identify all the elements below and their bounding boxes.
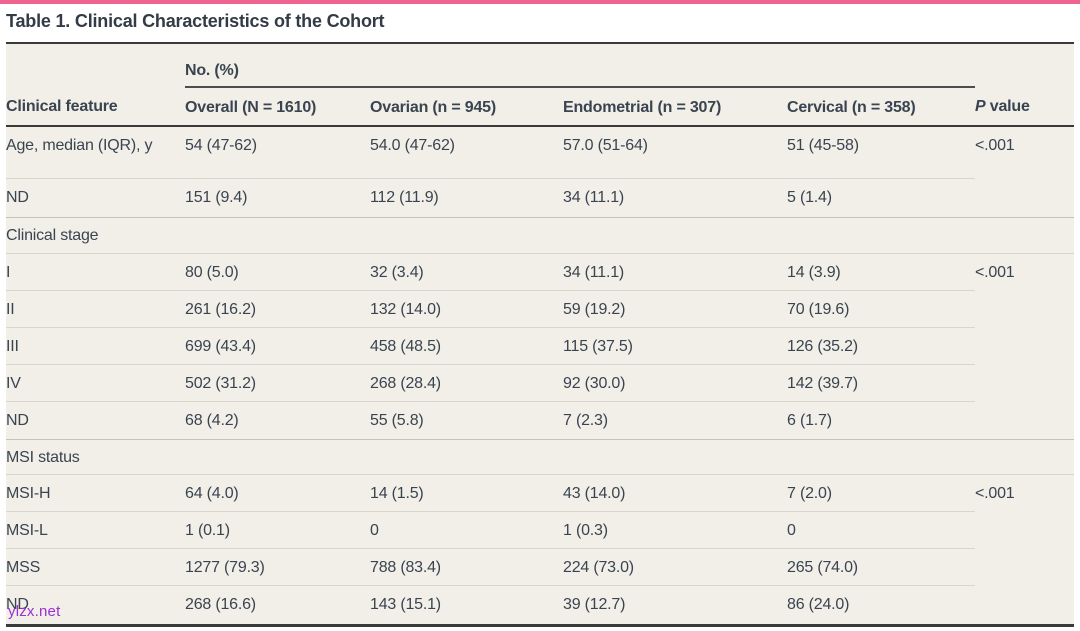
- stage-iii-overall: 699 (43.4): [185, 326, 370, 365]
- msi-nd-overall: 268 (16.6): [185, 585, 370, 626]
- group-header-row: No. (%): [6, 43, 1074, 89]
- age-nd-endometrial: 34 (11.1): [563, 178, 787, 218]
- accent-top-bar: [0, 0, 1080, 4]
- section-header-clinical-stage: Clinical stage: [6, 217, 1075, 254]
- msi-l-ovarian: 0: [370, 510, 563, 549]
- col-header-endometrial: Endometrial (n = 307): [563, 87, 787, 128]
- stage-iii-endometrial: 115 (37.5): [563, 326, 787, 365]
- row-label-stage-i: I: [6, 252, 185, 291]
- table-row-stage-i: I 80 (5.0) 32 (3.4) 34 (11.1) 14 (3.9) <…: [6, 252, 1075, 439]
- table-row-stage-ii: II 261 (16.2) 132 (14.0) 59 (19.2) 70 (1…: [6, 289, 1074, 328]
- msi-l-cervical: 0: [787, 510, 976, 549]
- table-row-age-nd: ND 151 (9.4) 112 (11.9) 34 (11.1) 5 (1.4…: [6, 178, 1074, 218]
- age-nd-ovarian: 112 (11.9): [370, 178, 563, 218]
- stage-i-cervical: 14 (3.9): [787, 252, 976, 291]
- row-label-age-nd: ND: [6, 178, 185, 218]
- p-value-italic-p: P: [975, 98, 986, 116]
- section-label-clinical-stage: Clinical stage: [6, 217, 1075, 254]
- row-label-stage-iii: III: [6, 326, 185, 365]
- table-row-msi-nd: ND 268 (16.6) 143 (15.1) 39 (12.7) 86 (2…: [6, 585, 1074, 626]
- age-p-value: <.001: [975, 137, 1015, 155]
- col-header-overall: Overall (N = 1610): [185, 87, 370, 128]
- age-ovarian: 54.0 (47-62): [370, 137, 455, 155]
- col-header-cervical: Cervical (n = 358): [787, 87, 976, 128]
- row-label-age: Age, median (IQR), y: [6, 137, 153, 155]
- table-row-msi-l: MSI-L 1 (0.1) 0 1 (0.3) 0: [6, 510, 1074, 549]
- age-nd-overall: 151 (9.4): [185, 178, 370, 218]
- stage-i-endometrial: 34 (11.1): [563, 252, 787, 291]
- msi-nd-endometrial: 39 (12.7): [563, 585, 787, 626]
- empty-cell: [975, 43, 1074, 87]
- section-header-msi-status: MSI status: [6, 438, 1075, 475]
- stage-iii-ovarian: 458 (48.5): [370, 326, 563, 365]
- stage-nd-cervical: 6 (1.7): [787, 401, 976, 439]
- stage-ii-ovarian: 132 (14.0): [370, 289, 563, 328]
- group-header-no-pct: No. (%): [185, 43, 976, 89]
- watermark-text: ylzx.net: [8, 603, 61, 620]
- table-row-stage-iii: III 699 (43.4) 458 (48.5) 115 (37.5) 126…: [6, 326, 1074, 365]
- row-label-msi-h: MSI-H: [6, 473, 185, 512]
- stage-iv-overall: 502 (31.2): [185, 364, 370, 402]
- msi-h-cervical: 7 (2.0): [787, 473, 976, 512]
- p-value-rest: value: [985, 98, 1030, 116]
- age-cervical: 51 (45-58): [787, 137, 859, 155]
- stage-ii-cervical: 70 (19.6): [787, 289, 976, 328]
- row-label-stage-ii: II: [6, 289, 185, 328]
- stage-nd-overall: 68 (4.2): [185, 401, 370, 439]
- stage-iv-cervical: 142 (39.7): [787, 364, 976, 402]
- stage-p-value: <.001: [975, 252, 1075, 439]
- col-header-clinical-feature: Clinical feature: [6, 87, 185, 128]
- age-overall: 54 (47-62): [185, 137, 257, 155]
- stage-iv-endometrial: 92 (30.0): [563, 364, 787, 402]
- table-row-age: Age, median (IQR), y 54 (47-62) 54.0 (47…: [6, 126, 1074, 179]
- table-title: Table 1. Clinical Characteristics of the…: [6, 11, 385, 31]
- stage-nd-endometrial: 7 (2.3): [563, 401, 787, 439]
- col-header-p-value: P value: [975, 87, 1075, 128]
- stage-nd-ovarian: 55 (5.8): [370, 401, 563, 439]
- section-label-msi-status: MSI status: [6, 438, 1075, 475]
- mss-cervical: 265 (74.0): [787, 548, 976, 586]
- row-label-msi-nd: ND: [6, 585, 185, 626]
- age-nd-cervical: 5 (1.4): [787, 178, 976, 218]
- table-row-msi-h: MSI-H 64 (4.0) 14 (1.5) 43 (14.0) 7 (2.0…: [6, 473, 1075, 626]
- stage-iv-ovarian: 268 (28.4): [370, 364, 563, 402]
- row-label-mss: MSS: [6, 548, 185, 586]
- msi-nd-cervical: 86 (24.0): [787, 585, 976, 626]
- mss-ovarian: 788 (83.4): [370, 548, 563, 586]
- table-row-stage-iv: IV 502 (31.2) 268 (28.4) 92 (30.0) 142 (…: [6, 364, 1074, 402]
- stage-iii-cervical: 126 (35.2): [787, 326, 976, 365]
- msi-h-endometrial: 43 (14.0): [563, 473, 787, 512]
- table-row-stage-nd: ND 68 (4.2) 55 (5.8) 7 (2.3) 6 (1.7): [6, 401, 1074, 439]
- mss-endometrial: 224 (73.0): [563, 548, 787, 586]
- age-endometrial: 57.0 (51-64): [563, 137, 648, 155]
- clinical-characteristics-table: No. (%) Clinical feature Overall (N = 16…: [6, 42, 1075, 628]
- empty-cell: [6, 43, 185, 87]
- row-label-stage-nd: ND: [6, 401, 185, 439]
- column-header-row: Clinical feature Overall (N = 1610) Ovar…: [6, 87, 1075, 128]
- msi-l-endometrial: 1 (0.3): [563, 510, 787, 549]
- stage-ii-endometrial: 59 (19.2): [563, 289, 787, 328]
- stage-i-ovarian: 32 (3.4): [370, 252, 563, 291]
- msi-l-overall: 1 (0.1): [185, 510, 370, 549]
- row-label-msi-l: MSI-L: [6, 510, 185, 549]
- msi-h-ovarian: 14 (1.5): [370, 473, 563, 512]
- col-header-ovarian: Ovarian (n = 945): [370, 87, 563, 128]
- msi-p-value: <.001: [975, 473, 1075, 626]
- msi-h-overall: 64 (4.0): [185, 473, 370, 512]
- stage-ii-overall: 261 (16.2): [185, 289, 370, 328]
- row-label-stage-iv: IV: [6, 364, 185, 402]
- mss-overall: 1277 (79.3): [185, 548, 370, 586]
- stage-i-overall: 80 (5.0): [185, 252, 370, 291]
- msi-nd-ovarian: 143 (15.1): [370, 585, 563, 626]
- table-row-mss: MSS 1277 (79.3) 788 (83.4) 224 (73.0) 26…: [6, 548, 1074, 586]
